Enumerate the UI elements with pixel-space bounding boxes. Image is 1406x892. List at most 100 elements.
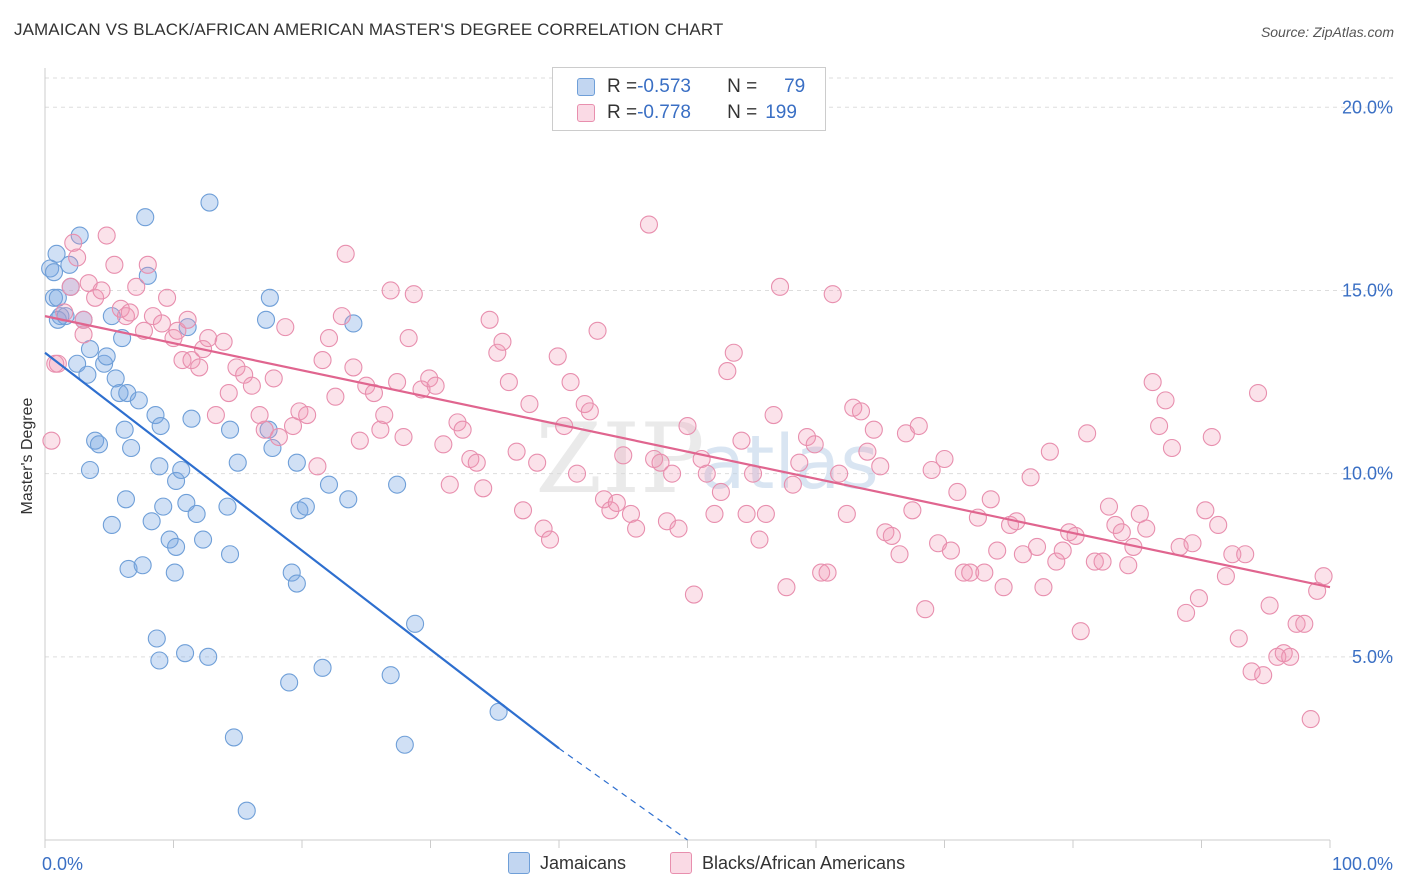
- point-black-african-american: [440, 475, 459, 494]
- point-black-african-american: [152, 314, 171, 333]
- point-jamaican: [263, 438, 282, 458]
- point-black-african-american: [86, 288, 105, 307]
- point-black-african-american: [227, 358, 246, 377]
- point-black-african-american: [426, 376, 445, 395]
- point-jamaican: [218, 497, 237, 516]
- point-black-african-american: [1162, 438, 1181, 458]
- point-black-african-american: [313, 351, 332, 370]
- point-black-african-american: [92, 281, 111, 300]
- point-black-african-american: [298, 405, 317, 425]
- bottom-legend-jamaicans[interactable]: Jamaicans: [508, 852, 626, 874]
- point-black-african-american: [1034, 578, 1053, 597]
- legend-n-value: 79: [784, 76, 806, 97]
- point-black-african-american: [350, 431, 369, 450]
- legend-n-label: N =: [727, 76, 758, 97]
- point-jamaican: [282, 563, 301, 582]
- point-black-african-american: [548, 347, 567, 366]
- point-black-african-american: [1119, 556, 1138, 575]
- point-jamaican: [388, 475, 407, 494]
- point-jamaican: [259, 420, 278, 439]
- legend-r-value: -0.573: [637, 76, 691, 97]
- point-black-african-american: [513, 501, 533, 520]
- point-black-african-american: [756, 504, 775, 524]
- point-black-african-american: [264, 369, 283, 388]
- point-jamaican: [150, 457, 169, 476]
- point-black-african-american: [540, 530, 560, 549]
- point-black-african-american: [1314, 567, 1333, 586]
- point-jamaican: [119, 559, 138, 578]
- point-jamaican: [182, 409, 201, 428]
- point-black-african-american: [1189, 589, 1208, 608]
- point-jamaican: [260, 288, 279, 307]
- point-black-african-american: [120, 303, 139, 322]
- source-label: Source: ZipAtlas.com: [1260, 24, 1394, 40]
- y-tick-label: 15.0%: [1342, 280, 1393, 300]
- point-jamaican: [89, 435, 109, 454]
- point-jamaican: [172, 460, 191, 480]
- point-black-african-american: [678, 416, 697, 436]
- point-black-african-american: [988, 541, 1007, 560]
- chart-title: JAMAICAN VS BLACK/AFRICAN AMERICAN MASTE…: [14, 20, 724, 39]
- point-black-african-american: [783, 475, 802, 494]
- point-jamaican: [154, 497, 173, 516]
- point-black-african-american: [1143, 373, 1162, 392]
- point-black-african-american: [1150, 416, 1169, 436]
- point-jamaican: [344, 314, 363, 333]
- point-jamaican: [224, 728, 243, 747]
- bottom-legend-swatch-pink: [670, 852, 692, 874]
- point-black-african-american: [1229, 629, 1248, 648]
- point-black-african-american: [375, 405, 394, 425]
- point-black-african-american: [864, 420, 883, 439]
- point-black-african-american: [336, 244, 355, 263]
- point-jamaican: [129, 391, 148, 410]
- bottom-legend-blacks[interactable]: Blacks/African Americans: [670, 852, 905, 874]
- point-black-african-american: [1295, 614, 1314, 633]
- point-jamaican: [178, 318, 197, 337]
- point-black-african-american: [935, 449, 954, 469]
- point-black-african-american: [975, 563, 994, 582]
- point-black-african-american: [684, 585, 703, 604]
- trendline-jamaicans: [44, 351, 560, 750]
- point-black-african-american: [1209, 515, 1228, 534]
- trendline-jamaicans-extension: [558, 747, 688, 841]
- point-black-african-american: [922, 460, 941, 480]
- point-black-african-american: [916, 600, 935, 619]
- point-black-african-american: [1027, 537, 1047, 556]
- bottom-legend-label: Jamaicans: [540, 852, 627, 873]
- point-black-african-american: [657, 512, 676, 531]
- point-jamaican: [194, 530, 213, 549]
- point-jamaican: [176, 644, 195, 663]
- point-jamaican: [60, 255, 79, 274]
- point-jamaican: [150, 651, 169, 670]
- point-jamaican: [165, 563, 184, 582]
- point-jamaican: [160, 530, 179, 549]
- point-black-african-american: [1112, 523, 1131, 542]
- point-black-african-american: [1177, 603, 1196, 622]
- point-black-african-american: [750, 530, 769, 549]
- point-jamaican: [115, 420, 134, 439]
- point-black-african-american: [276, 318, 295, 337]
- y-tick-label: 10.0%: [1342, 464, 1393, 484]
- point-black-african-american: [1040, 442, 1059, 461]
- point-jamaican: [280, 673, 299, 692]
- point-jamaican: [406, 614, 425, 633]
- point-black-african-american: [1047, 552, 1066, 571]
- point-black-african-american: [1066, 526, 1085, 545]
- legend-r-label: R =: [607, 102, 638, 123]
- point-black-african-american: [381, 281, 400, 300]
- trendline-blacks: [44, 315, 1331, 589]
- point-black-african-american: [1137, 519, 1156, 538]
- point-jamaican: [102, 515, 121, 534]
- point-black-african-american: [507, 442, 526, 461]
- point-black-african-american: [467, 453, 486, 472]
- point-black-african-american: [1260, 596, 1279, 615]
- point-black-african-american: [127, 277, 146, 296]
- point-black-african-american: [651, 453, 670, 472]
- point-black-african-american: [143, 307, 162, 326]
- point-black-african-american: [1156, 391, 1175, 410]
- point-black-african-american: [61, 277, 80, 296]
- point-black-african-american: [74, 325, 93, 344]
- point-black-african-american: [1099, 497, 1119, 516]
- point-jamaican: [70, 226, 89, 245]
